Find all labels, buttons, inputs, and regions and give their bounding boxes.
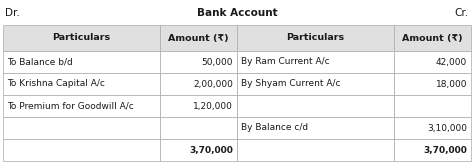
Text: 3,70,000: 3,70,000: [189, 146, 233, 155]
Text: To Balance b/d: To Balance b/d: [7, 58, 73, 67]
Text: By Ram Current A/c: By Ram Current A/c: [241, 58, 329, 67]
Text: Amount (₹): Amount (₹): [168, 34, 228, 43]
Bar: [394, 51, 471, 73]
Bar: [160, 51, 237, 73]
Bar: [160, 25, 237, 51]
Bar: [237, 51, 394, 73]
Text: To Premium for Goodwill A/c: To Premium for Goodwill A/c: [7, 102, 134, 111]
Bar: [394, 139, 471, 161]
Bar: [160, 73, 237, 95]
Text: By Balance c/d: By Balance c/d: [241, 124, 308, 133]
Bar: [160, 95, 237, 117]
Text: 50,000: 50,000: [201, 58, 233, 67]
Text: 42,000: 42,000: [436, 58, 467, 67]
Text: 2,00,000: 2,00,000: [193, 80, 233, 89]
Bar: [3, 95, 160, 117]
Text: Cr.: Cr.: [455, 8, 469, 18]
Text: 3,70,000: 3,70,000: [423, 146, 467, 155]
Bar: [237, 139, 394, 161]
Text: 3,10,000: 3,10,000: [427, 124, 467, 133]
Bar: [3, 117, 160, 139]
Bar: [3, 25, 160, 51]
Bar: [394, 95, 471, 117]
Text: Particulars: Particulars: [52, 34, 110, 43]
Text: 1,20,000: 1,20,000: [193, 102, 233, 111]
Text: To Krishna Capital A/c: To Krishna Capital A/c: [7, 80, 105, 89]
Bar: [237, 25, 394, 51]
Bar: [160, 139, 237, 161]
Bar: [394, 73, 471, 95]
Text: Bank Account: Bank Account: [197, 8, 277, 18]
Bar: [160, 117, 237, 139]
Bar: [237, 95, 394, 117]
Bar: [394, 25, 471, 51]
Bar: [237, 73, 394, 95]
Text: Dr.: Dr.: [5, 8, 20, 18]
Bar: [237, 117, 394, 139]
Bar: [3, 139, 160, 161]
Text: 18,000: 18,000: [436, 80, 467, 89]
Bar: [3, 51, 160, 73]
Text: Amount (₹): Amount (₹): [402, 34, 463, 43]
Bar: [394, 117, 471, 139]
Bar: [3, 73, 160, 95]
Text: Particulars: Particulars: [286, 34, 345, 43]
Text: By Shyam Current A/c: By Shyam Current A/c: [241, 80, 340, 89]
